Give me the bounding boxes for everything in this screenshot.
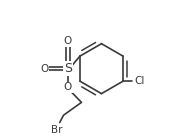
Text: S: S [64,62,72,75]
Text: Br: Br [51,125,62,135]
Text: O: O [40,64,48,74]
Text: O: O [64,82,72,92]
Text: Cl: Cl [134,76,145,86]
Text: O: O [64,36,72,46]
